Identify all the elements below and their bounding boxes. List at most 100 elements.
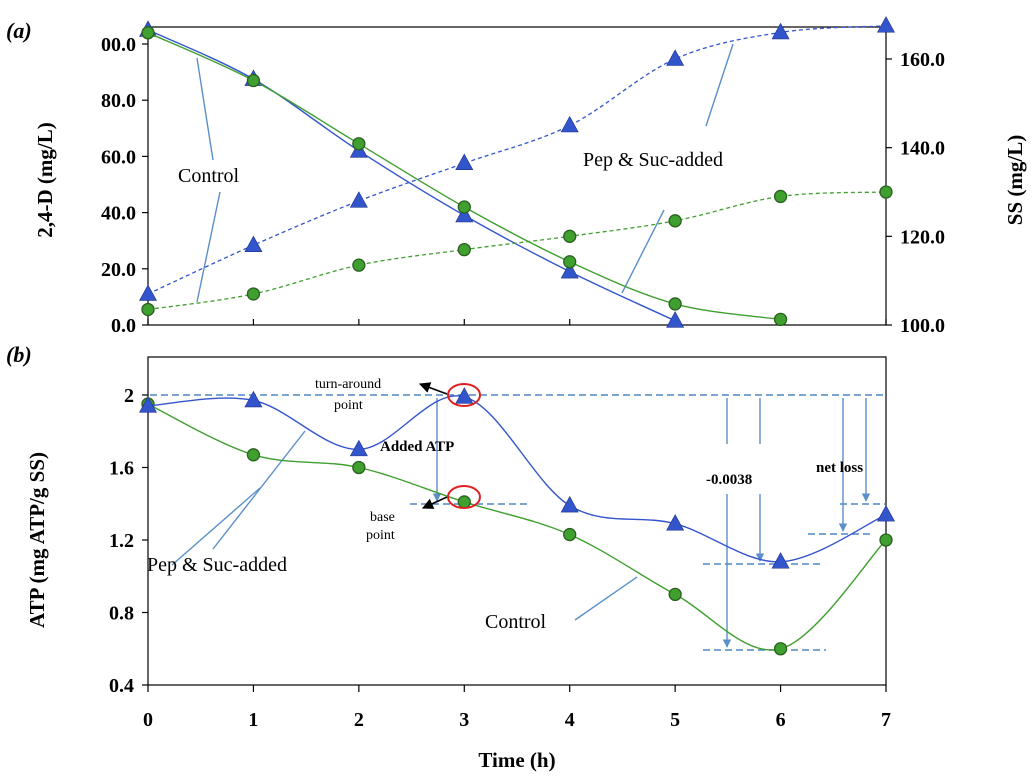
panel-a-data-point [668, 297, 682, 311]
panel-a-series-line [147, 191, 887, 311]
panel-a-data-point [668, 214, 682, 228]
panel-b-data-point [773, 642, 788, 656]
x-tick-label: 3 [459, 709, 469, 731]
panel-a-data-point [666, 49, 685, 66]
x-tick-label: 2 [354, 709, 364, 731]
panel-a-data-point [771, 22, 790, 40]
x-axis-label: Time (h) [478, 748, 555, 772]
panel-a-data-point [773, 312, 788, 327]
panel-b-series [138, 387, 896, 656]
panel-a-series-line [147, 32, 781, 321]
panel-a-data-point [455, 205, 474, 223]
panel-b-pointer-arrows [418, 382, 448, 509]
panel-a-control-label: Control [178, 165, 240, 187]
panel-a-series-1 [141, 26, 788, 327]
panel-a-data-point [666, 311, 685, 328]
panel-a-data-point [244, 235, 263, 252]
panel-a-y-tick-label: 00.0 [101, 34, 136, 56]
panel-a-data-point [563, 229, 577, 243]
panel-b-y-axis: 2 1.6 1.2 0.8 0.4 [109, 385, 148, 697]
panel-b-callout-lines [171, 430, 638, 621]
base-point-label-line2: point [366, 528, 395, 543]
panel-a-data-point [138, 284, 158, 301]
x-tick-label: 0 [143, 709, 153, 731]
panel-a-y-tick-label: 80.0 [101, 90, 136, 112]
panel-b-data-point [246, 448, 261, 462]
panel-a-data-point [560, 261, 579, 279]
panel-a-data-point [246, 73, 261, 88]
panel-b-x-axis: 0 1 2 3 4 5 6 7 [143, 685, 891, 731]
panel-b-data-point [455, 387, 474, 404]
panel-a-y2-tick-label: 160.0 [900, 49, 945, 71]
panel-a-data-point [352, 258, 366, 272]
panel-a-series-3 [141, 185, 893, 317]
panel-a-data-point [455, 153, 474, 170]
panel-b-y-tick-label: 0.8 [109, 603, 134, 625]
panel-b-data-point [666, 514, 685, 531]
panel-a-data-point [141, 302, 155, 317]
turn-around-point-label-line1: turn-around [315, 377, 381, 392]
panel-b-y-tick-label: 2 [124, 385, 134, 407]
panel-a-callout-lines [196, 43, 734, 303]
turn-around-point-label-line2: point [334, 398, 363, 413]
panel-a-data-point [457, 200, 471, 214]
base-point-label-line1: base [370, 510, 395, 525]
panel-b-y-tick-label: 1.2 [109, 530, 134, 552]
panel-a-data-point [246, 287, 261, 301]
panel-a-series-line [147, 29, 676, 322]
panel-a-y2-tick-label: 140.0 [900, 138, 945, 160]
net-loss-label: net loss [816, 460, 863, 476]
panel-b-series-1 [138, 387, 896, 569]
panel-b-data-point [668, 587, 682, 602]
panel-a-left-axis: 00.0 80.0 60.0 40.0 20.0 0.0 [101, 34, 148, 337]
panel-a-data-point [457, 242, 471, 257]
panel-b-series-line [147, 395, 887, 563]
panel-a-data-point [563, 255, 577, 269]
panel-b-label: (b) [6, 342, 32, 367]
panel-b-data-point [349, 439, 368, 457]
panel-a-series-2 [138, 16, 896, 301]
panel-b-measurement-arrows [432, 398, 871, 648]
panel-b-data-point [879, 533, 893, 547]
panel-a-y-tick-label: 60.0 [101, 146, 136, 168]
x-tick-label: 7 [881, 709, 891, 731]
panel-b-data-point [457, 495, 471, 509]
panel-b-data-point [771, 552, 790, 569]
x-tick-label: 1 [248, 709, 258, 731]
panel-a-plot-frame [147, 26, 887, 326]
panel-a-y2-axis-label: SS (mg/L) [1003, 135, 1027, 225]
panel-b-data-point [560, 495, 579, 513]
panel-a-y-tick-label: 40.0 [101, 203, 136, 225]
panel-b-data-point [876, 505, 896, 522]
panel-a-pep-suc-label: Pep & Suc-added [583, 149, 723, 171]
panel-b-data-point [563, 527, 577, 542]
x-tick-label: 5 [670, 709, 680, 731]
panel-a-data-point [141, 26, 155, 40]
value-label: -0.0038 [706, 472, 752, 488]
panel-a-data-point [879, 185, 893, 199]
panel-a-y-tick-label: 0.0 [111, 315, 136, 337]
panel-b-y-tick-label: 0.4 [109, 675, 134, 697]
panel-b-data-point [352, 460, 366, 475]
panel-a-y2-tick-label: 120.0 [900, 226, 945, 248]
base-point-highlight [447, 485, 481, 509]
panel-a-series [138, 16, 896, 328]
added-atp-label: Added ATP [380, 439, 454, 455]
panel-a: (a) 00.0 80.0 60.0 40.0 20.0 0.0 160.0 140.0 12… [6, 16, 1027, 337]
panel-a-label: (a) [6, 18, 32, 43]
x-tick-label: 4 [565, 709, 575, 731]
panel-b-y-tick-label: 1.6 [109, 458, 134, 480]
panel-a-data-point [560, 115, 579, 133]
panel-a-data-point [876, 16, 896, 33]
panel-a-data-point [773, 189, 788, 204]
panel-a-y-tick-label: 20.0 [101, 259, 136, 281]
panel-b-y-axis-label: ATP (mg ATP/g SS) [25, 452, 49, 628]
panel-a-data-point [349, 191, 368, 208]
panel-b-data-point [244, 390, 263, 408]
x-tick-label: 6 [776, 709, 786, 731]
panel-a-y-axis-label: 2,4-D (mg/L) [33, 122, 57, 237]
turn-around-highlight [447, 383, 481, 407]
panel-b-data-point [138, 396, 158, 413]
panel-a-series-line [147, 25, 887, 295]
